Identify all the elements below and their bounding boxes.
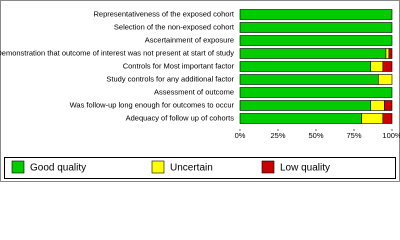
bar-segment xyxy=(239,113,362,124)
category-label: Representativeness of the exposed cohort xyxy=(93,9,234,18)
category-label: Ascertainment of exposure xyxy=(145,35,234,44)
legend-swatch xyxy=(261,160,275,174)
category-label: Demonstration that outcome of interest w… xyxy=(0,48,234,57)
x-tick-label: 75% xyxy=(346,131,361,140)
bar-segment xyxy=(239,22,393,33)
bar-segment xyxy=(382,61,393,72)
x-tick-label: 50% xyxy=(308,131,323,140)
legend-label: Uncertain xyxy=(170,163,213,174)
x-tick-label: 100% xyxy=(382,131,400,140)
bar-segment xyxy=(239,100,372,111)
bar-segment xyxy=(385,48,390,59)
bar-segment xyxy=(388,48,393,59)
legend-swatch xyxy=(11,160,25,174)
bar-segment xyxy=(239,61,372,72)
legend-swatch xyxy=(151,160,165,174)
bar-segment xyxy=(239,35,393,46)
category-label: Adequacy of follow up of cohorts xyxy=(126,113,235,122)
bar-segment xyxy=(239,9,393,20)
bar-segment xyxy=(370,100,385,111)
bar-segment xyxy=(361,113,384,124)
category-label: Controls for Most important factor xyxy=(123,61,235,70)
legend-label: Good quality xyxy=(30,163,86,174)
x-tick-label: 25% xyxy=(270,131,285,140)
legend-box xyxy=(4,157,396,179)
bar-segment xyxy=(239,87,393,98)
bar-segment xyxy=(239,48,387,59)
chart: Representativeness of the exposed cohort… xyxy=(0,0,400,182)
category-label: Was follow-up long enough for outcomes t… xyxy=(70,100,235,109)
bar-segment xyxy=(378,74,393,85)
bar-segment xyxy=(382,113,393,124)
bar-segment xyxy=(370,61,384,72)
bar-segment xyxy=(239,74,379,85)
x-tick-label: 0% xyxy=(235,131,246,140)
category-label: Study controls for any additional factor xyxy=(106,74,234,83)
category-label: Assessment of outcome xyxy=(154,87,234,96)
bar-segment xyxy=(384,100,393,111)
legend-label: Low quality xyxy=(280,163,330,174)
category-label: Selection of the non-exposed cohort xyxy=(114,22,235,31)
